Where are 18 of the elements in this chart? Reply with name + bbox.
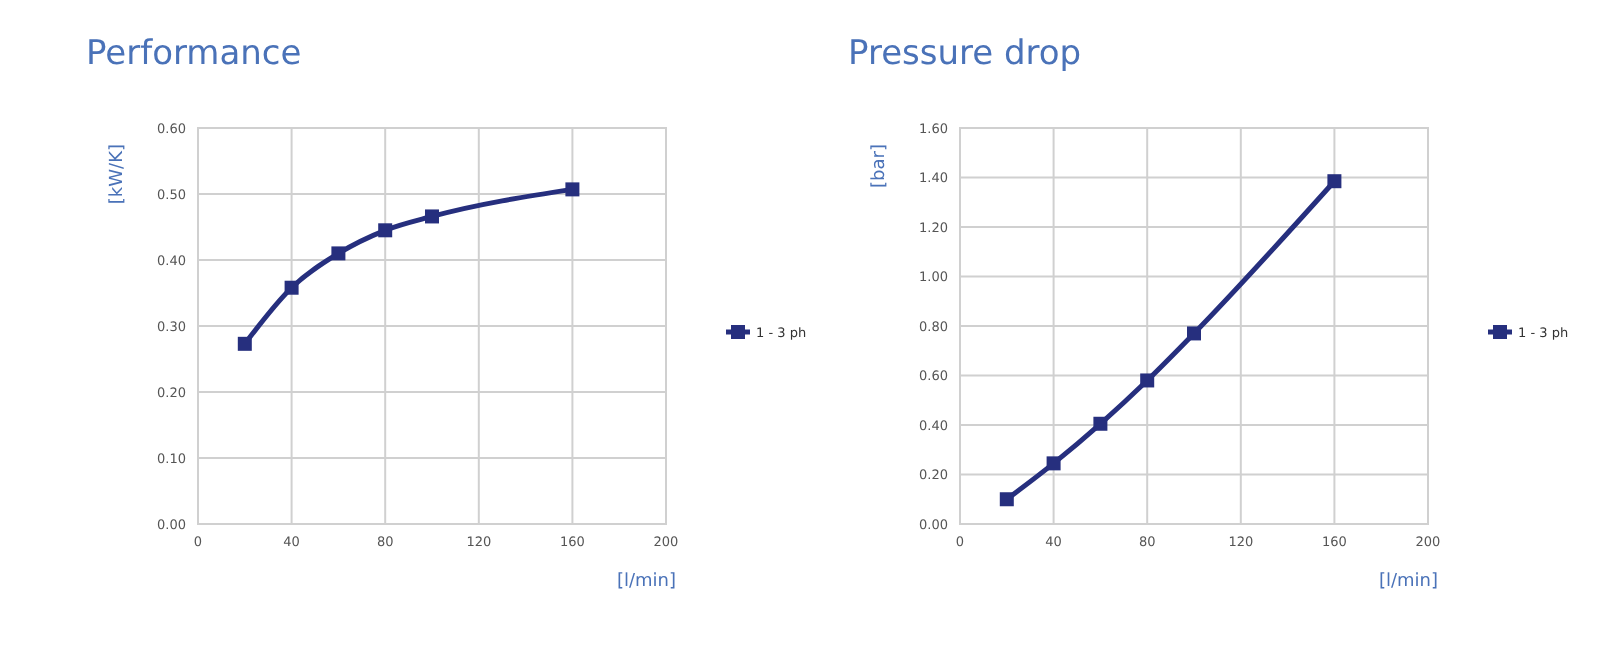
point: [1046, 456, 1061, 471]
y-axis-title: [kW/K]: [108, 144, 128, 205]
point: [565, 182, 580, 197]
chart-title: Performance: [86, 34, 302, 74]
chart-title: Pressure drop: [848, 34, 1082, 74]
point: [1093, 416, 1108, 431]
y-axis-title: [bar]: [870, 144, 890, 188]
point: [284, 280, 299, 295]
x-axis-title: [l/min]: [616, 572, 676, 592]
point: [237, 336, 252, 351]
point: [378, 223, 393, 238]
point: [331, 246, 346, 261]
point: [1140, 373, 1155, 388]
point: [425, 209, 439, 224]
point: [1187, 326, 1201, 341]
point: [1327, 174, 1342, 189]
point: [999, 492, 1014, 507]
x-axis-title: [l/min]: [1378, 572, 1438, 592]
